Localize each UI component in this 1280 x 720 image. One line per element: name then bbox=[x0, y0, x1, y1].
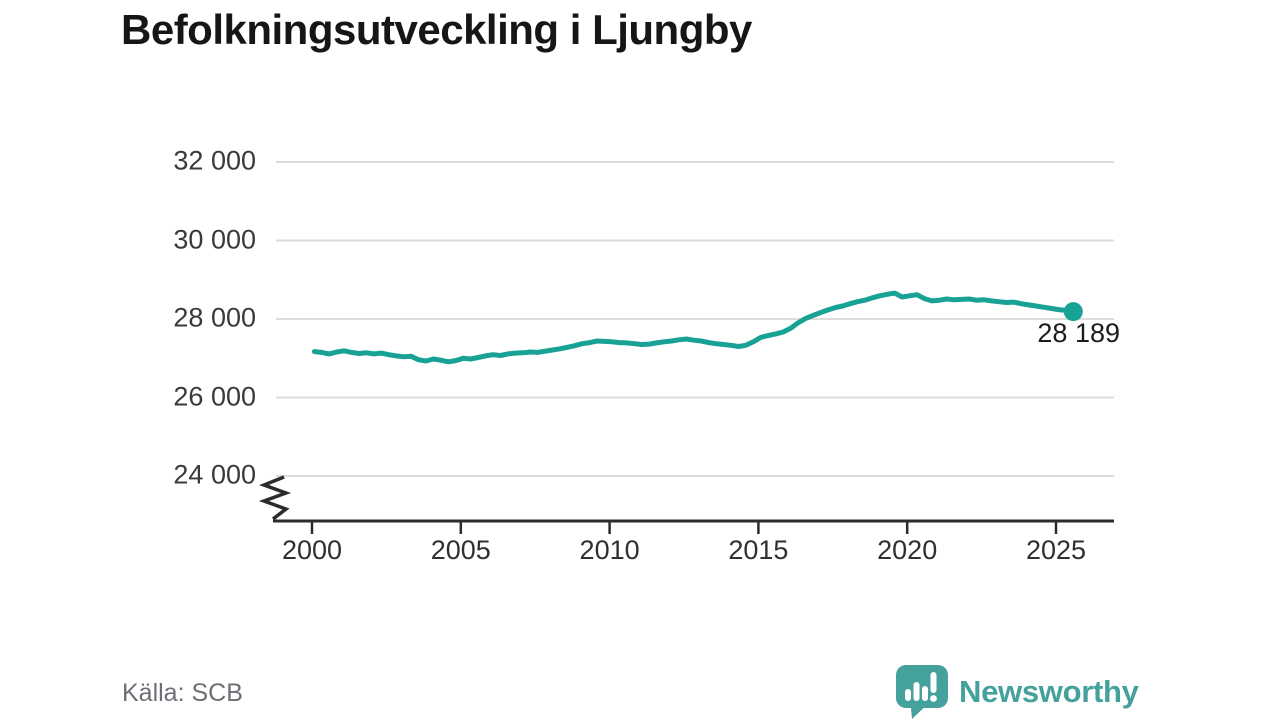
y-tick-label: 24 000 bbox=[173, 459, 256, 490]
population-line bbox=[311, 290, 1076, 365]
bar-chart-speech-bubble-icon bbox=[896, 665, 948, 719]
latest-value-dot bbox=[1063, 302, 1083, 322]
x-tick-label: 2025 bbox=[1025, 535, 1087, 565]
x-tick-label: 2015 bbox=[728, 535, 789, 565]
newsworthy-logo: Newsworthy bbox=[896, 665, 1139, 719]
chart-title: Befolkningsutveckling i Ljungby bbox=[121, 6, 752, 53]
axis-break-icon bbox=[258, 475, 292, 521]
latest-value-label: 28 189 bbox=[1037, 318, 1120, 348]
newsworthy-logo-text: Newsworthy bbox=[959, 674, 1139, 709]
x-tick-label: 2000 bbox=[281, 535, 343, 565]
x-tick-label: 2010 bbox=[579, 535, 640, 565]
y-tick-label: 32 000 bbox=[173, 145, 256, 176]
x-tick-label: 2005 bbox=[430, 535, 491, 565]
y-tick-label: 30 000 bbox=[173, 223, 256, 254]
x-tick-label: 2020 bbox=[877, 535, 938, 565]
y-tick-label: 26 000 bbox=[173, 380, 256, 411]
y-tick-label: 28 000 bbox=[173, 302, 256, 333]
source-note: Källa: SCB bbox=[122, 679, 243, 707]
